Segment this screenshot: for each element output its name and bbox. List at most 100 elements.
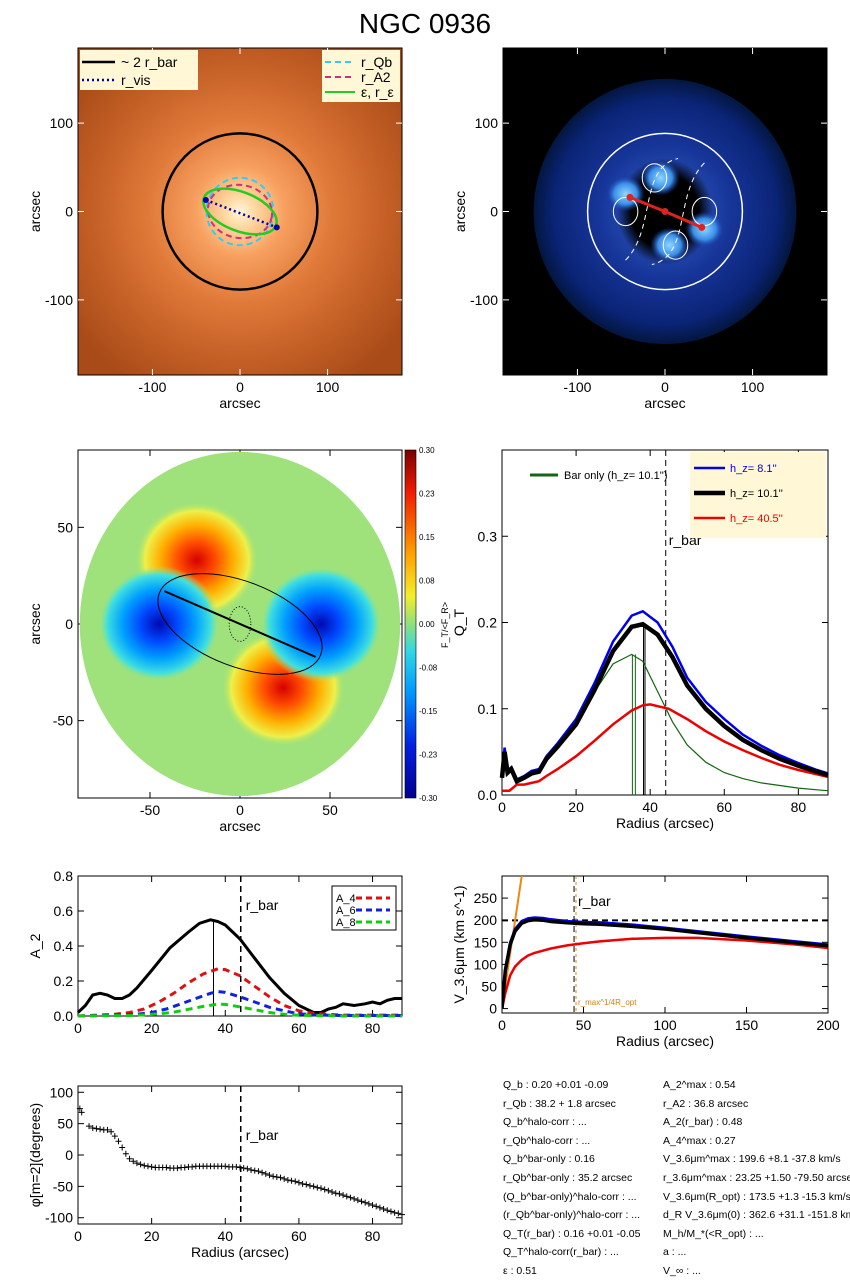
rbar-label: r_bar (246, 897, 279, 913)
legend-label: A_8 (336, 917, 356, 929)
phase-point (86, 1123, 93, 1130)
phase-point (163, 1164, 170, 1171)
phase-point (325, 1187, 332, 1194)
y-axis-title: V_3.6μm (km s^-1) (451, 885, 467, 1003)
x-tick-label: 150 (735, 1017, 759, 1033)
qt-series-line (502, 703, 829, 792)
residual-lobe (641, 160, 680, 196)
qt-series-line (501, 653, 829, 792)
phase-point (321, 1186, 328, 1193)
phase-point (314, 1184, 321, 1191)
y-tick-label: 200 (474, 912, 498, 928)
x-tick-label: 60 (291, 1228, 307, 1244)
param-a2max: A_2^max : 0.54 (663, 1079, 736, 1091)
legend-label: A_4 (336, 893, 356, 905)
colorbar-tick-label: 0.30 (419, 446, 435, 455)
y-tick-label: 0.2 (54, 973, 74, 989)
image-panel-left: -100 0 100 -100 0 100 arcsec arcsec ~ 2 r_bar r_v… (0, 0, 425, 420)
phase-point (122, 1150, 129, 1157)
phase-point (266, 1172, 273, 1179)
y-tick-label: 0.0 (478, 787, 498, 803)
phase-point (288, 1177, 295, 1184)
phase-point (78, 1109, 85, 1116)
legend-label: h_z= 8.1'' (730, 463, 777, 475)
phase-point (97, 1126, 104, 1133)
phase-point (376, 1204, 383, 1211)
param-rqb-halo-corr: r_Qb^halo-corr : ... (503, 1134, 591, 1147)
two-rbar-circle (161, 132, 319, 291)
phase-point (126, 1155, 133, 1162)
y-tick-label: 50 (481, 978, 497, 994)
phase-point (244, 1165, 251, 1172)
a-series-line (77, 989, 402, 1018)
legend-right: r_Qbr_A2ε, r_ε (322, 50, 400, 102)
phase-point (358, 1198, 365, 1205)
rbar-label: r_bar (578, 893, 611, 909)
phase-profile-svg: 0 20 40 60 80 100 50 0 -50 -100 Radius (arcsec) φ[m… (27, 1084, 405, 1260)
bar-axis-line (164, 590, 316, 658)
y-tick-label: 0.3 (478, 528, 498, 544)
rvis-endpoint (202, 197, 209, 204)
force-ratio-lobe (259, 566, 383, 682)
param-qt-rbar: Q_T(r_bar) : 0.16 +0.01 -0.05 (503, 1227, 641, 1240)
colorbar-tick-label: 0.00 (419, 620, 435, 629)
legend-right-label: r_Qb (361, 54, 392, 70)
rotation-series-line (502, 936, 828, 1009)
param-a: a : ... (663, 1246, 687, 1259)
phase-point (299, 1180, 306, 1187)
param-v-ropt: V_3.6μm(R_opt) : 173.5 +1.3 -15.3 km/s (663, 1190, 850, 1203)
legend-right-label: ε, r_ε (361, 84, 394, 100)
colorbar-tick-label: 0.23 (419, 490, 435, 499)
rmax-label: r_max^1/4R_opt (578, 998, 637, 1007)
y-tick-label: -50 (53, 1178, 73, 1194)
phase-point (284, 1177, 291, 1184)
y-axis-title: arcsec (27, 603, 43, 644)
legend-bar-only-label: Bar only (h_z= 10.1'') (564, 470, 668, 482)
phase-point (329, 1189, 336, 1196)
qt-series-line (499, 621, 829, 785)
contour-solid (662, 230, 689, 260)
params-left-column: Q_b : 0.20 +0.01 -0.09 r_Qb : 38.2 + 1.8… (503, 1076, 663, 1281)
phase-point (119, 1144, 126, 1151)
param-qt-halo-corr-rbar: Q_T^halo-corr(r_bar) : ... (503, 1246, 619, 1259)
y-tick-label: -100 (470, 292, 498, 308)
x-tick-label: 80 (365, 1020, 381, 1036)
y-tick-label: 0.2 (478, 615, 498, 631)
phase-point (387, 1208, 394, 1215)
qt-profile-panel: 0 20 40 60 80 0.0 0.1 0.2 0.3 Radius (arcsec) Q_T r… (440, 440, 850, 850)
x-tick-label: 20 (568, 799, 584, 815)
contour-dashed (651, 162, 705, 266)
y-tick-label: 100 (474, 956, 498, 972)
phase-point (384, 1207, 391, 1214)
param-qb-bar-only-halo-corr: (Q_b^bar-only)^halo-corr : ... (503, 1190, 637, 1203)
x-tick-label: 100 (741, 379, 765, 395)
page-title: NGC 0936 (358, 8, 492, 39)
legend-label: h_z= 40.5'' (730, 513, 783, 525)
phase-point (336, 1190, 343, 1197)
phase-point (89, 1125, 96, 1132)
y-tick-label: 0.0 (54, 1008, 74, 1024)
y-axis-title: A_2 (27, 933, 43, 958)
phase-point (332, 1190, 339, 1197)
x-tick-label: 40 (217, 1228, 233, 1244)
x-tick-label: -100 (563, 379, 591, 395)
bar-ellipse (157, 573, 323, 675)
phase-point (222, 1163, 229, 1170)
params-right-column: A_2^max : 0.54 r_A2 : 36.8 arcsec A_2(r_… (663, 1076, 850, 1281)
x-axis-title: arcsec (644, 395, 685, 411)
phase-point (399, 1211, 405, 1218)
phase-point (340, 1192, 347, 1199)
x-tick-label: 0 (236, 379, 244, 395)
phase-point (262, 1170, 269, 1177)
x-tick-label: 0 (74, 1020, 82, 1036)
y-tick-label: 150 (474, 934, 498, 950)
phase-point (303, 1181, 310, 1188)
rotation-curve-svg: 0 50 100 150 200 0 50 100 150 200 250 Radius (arcse… (451, 875, 840, 1049)
param-rqb-bar-only-halo-corr: (r_Qb^bar-only)^halo-corr : ... (503, 1209, 641, 1222)
y-tick-label: 100 (50, 1084, 74, 1100)
phase-point (189, 1163, 196, 1170)
legend-right-label: r_A2 (361, 69, 391, 85)
a-series-line (76, 918, 402, 1014)
galaxy-image (78, 48, 402, 375)
phase-point (380, 1205, 387, 1212)
